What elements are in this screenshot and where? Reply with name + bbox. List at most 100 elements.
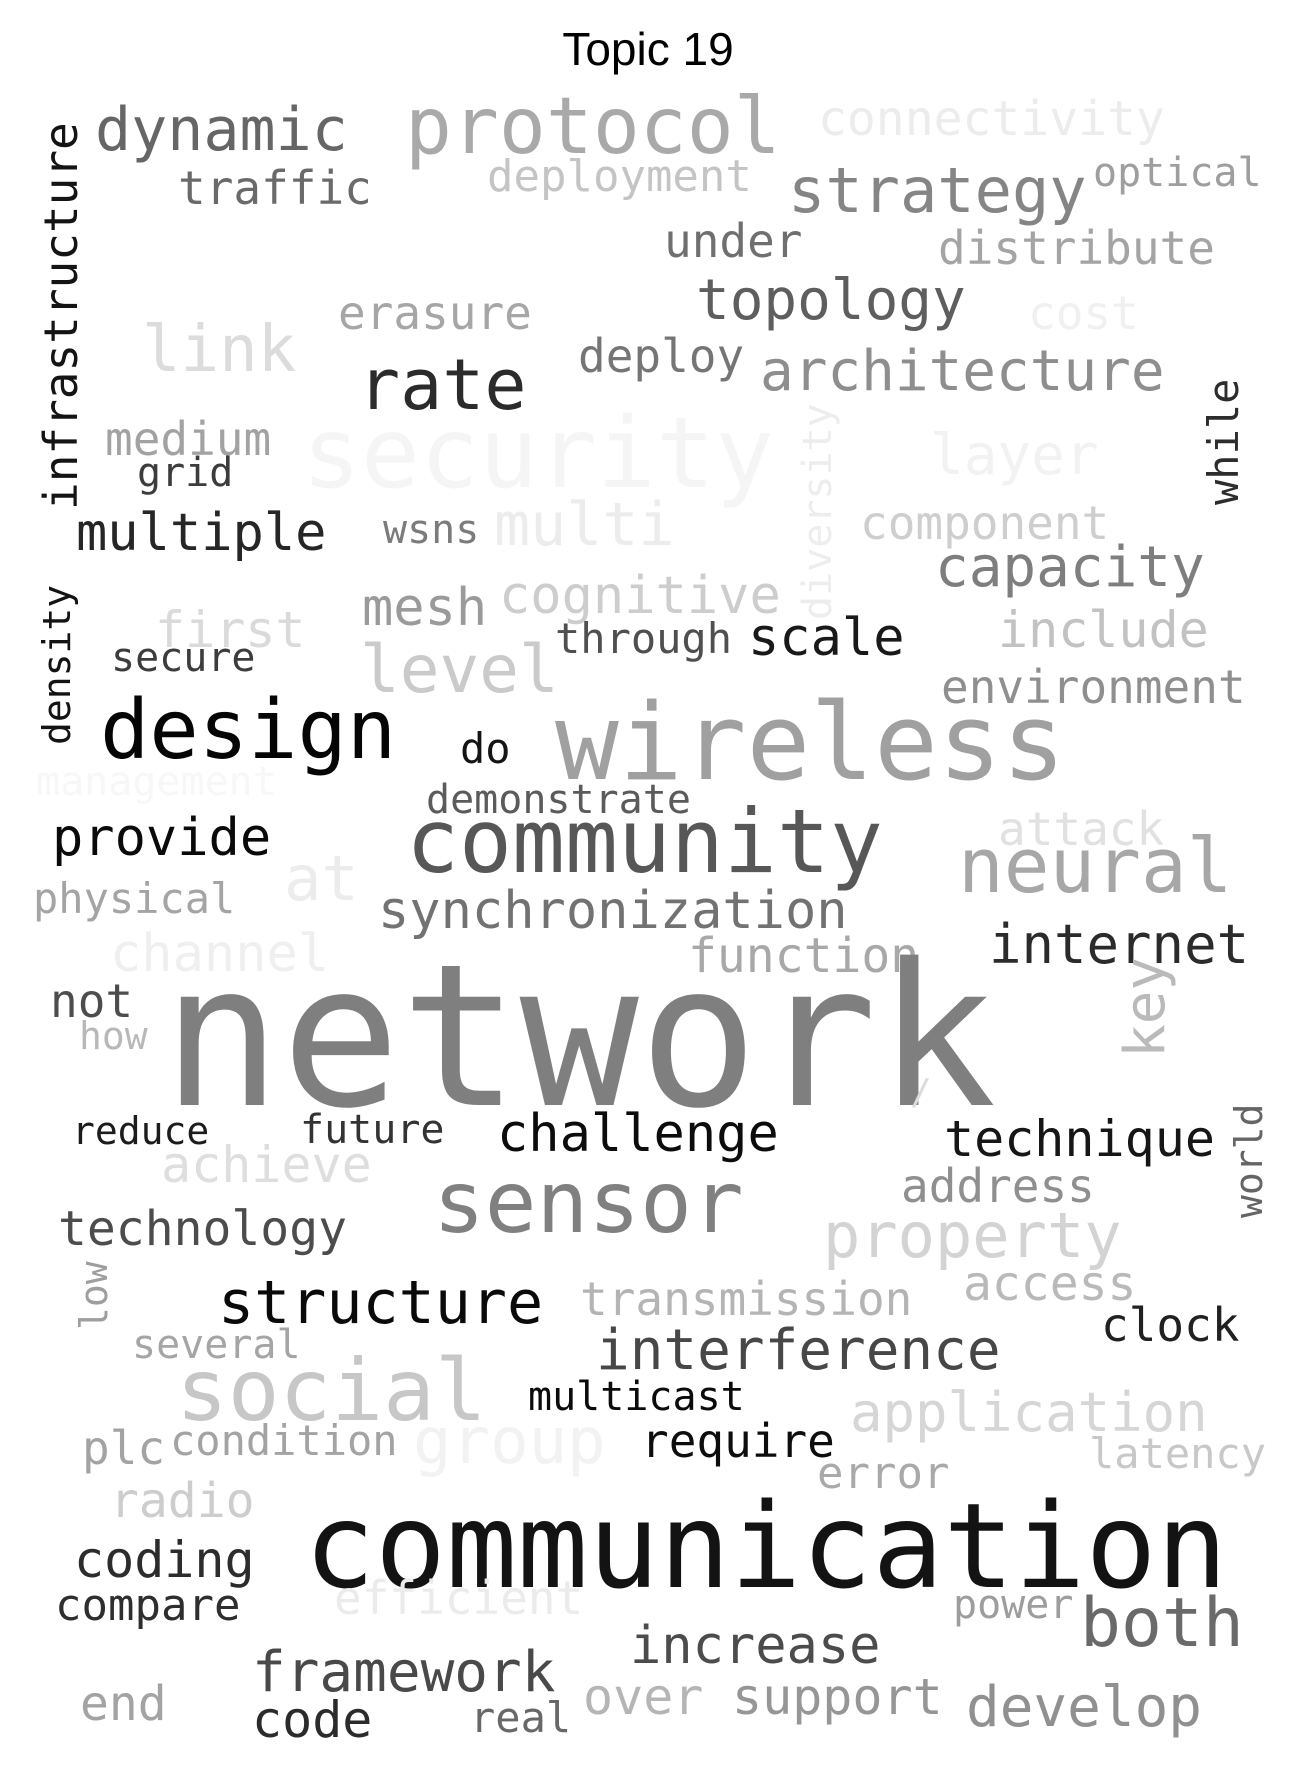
word-environment: environment bbox=[941, 660, 1246, 714]
word-security: security bbox=[302, 397, 775, 511]
word-transmission: transmission bbox=[580, 1272, 913, 1326]
word-framework: framework bbox=[252, 1640, 556, 1705]
word-interference: interference bbox=[596, 1318, 1001, 1383]
word-include: include bbox=[998, 601, 1209, 659]
word-provide: provide bbox=[52, 808, 272, 868]
word-demonstrate: demonstrate bbox=[426, 777, 691, 823]
word-channel: channel bbox=[110, 924, 330, 984]
word-function: function bbox=[688, 928, 920, 984]
word-address: address bbox=[901, 1159, 1095, 1213]
word-topology: topology bbox=[696, 268, 966, 333]
word-wsns: wsns bbox=[383, 507, 480, 553]
word-while: while bbox=[1199, 378, 1248, 505]
word-mesh: mesh bbox=[362, 578, 488, 638]
word-low: low bbox=[72, 1261, 116, 1330]
word-capacity: capacity bbox=[935, 535, 1205, 600]
word-property: property bbox=[823, 1199, 1122, 1272]
word-scale: scale bbox=[748, 608, 905, 668]
word-internet: internet bbox=[989, 913, 1250, 976]
word-rate: rate bbox=[358, 344, 527, 426]
word-traffic: traffic bbox=[178, 161, 372, 215]
word-real: real bbox=[470, 1693, 572, 1742]
word-distribute: distribute bbox=[938, 221, 1215, 275]
word-do: do bbox=[460, 724, 511, 773]
word-slash: / bbox=[910, 1072, 932, 1113]
word-at: at bbox=[284, 842, 359, 915]
word-deploy: deploy bbox=[578, 329, 745, 383]
word-radio: radio bbox=[110, 1473, 255, 1529]
word-power: power bbox=[953, 1582, 1074, 1628]
word-structure: structure bbox=[218, 1268, 544, 1338]
word-strategy: strategy bbox=[788, 154, 1087, 227]
word-protocol: protocol bbox=[405, 82, 781, 172]
word-level: level bbox=[360, 631, 559, 708]
word-under: under bbox=[664, 214, 803, 268]
word-end: end bbox=[80, 1676, 167, 1732]
word-erasure: erasure bbox=[338, 286, 532, 340]
word-synchronization: synchronization bbox=[378, 881, 848, 941]
word-require: require bbox=[641, 1414, 835, 1468]
word-condition: condition bbox=[170, 1416, 398, 1465]
word-multicast: multicast bbox=[528, 1374, 745, 1420]
word-through: through bbox=[555, 614, 733, 663]
word-layer: layer bbox=[930, 423, 1099, 488]
word-density: density bbox=[35, 584, 79, 745]
word-physical: physical bbox=[33, 874, 236, 923]
word-compare: compare bbox=[55, 1580, 241, 1631]
word-how: how bbox=[79, 1014, 148, 1058]
word-error: error bbox=[817, 1448, 950, 1499]
word-connectivity: connectivity bbox=[818, 91, 1165, 147]
chart-title: Topic 19 bbox=[562, 23, 734, 75]
word-communication: communication bbox=[304, 1477, 1228, 1615]
word-technology: technology bbox=[58, 1201, 347, 1257]
word-access: access bbox=[963, 1256, 1137, 1312]
word-develop: develop bbox=[966, 1675, 1203, 1740]
word-both: both bbox=[1080, 1584, 1244, 1663]
word-sensor: sensor bbox=[433, 1153, 744, 1253]
word-deployment: deployment bbox=[487, 151, 752, 202]
word-group: group bbox=[413, 1405, 606, 1479]
word-plc: plc bbox=[82, 1421, 166, 1475]
word-secure: secure bbox=[111, 635, 256, 681]
word-management: management bbox=[36, 759, 277, 805]
word-neural: neural bbox=[958, 821, 1233, 910]
word-design: design bbox=[100, 683, 397, 778]
word-multiple: multiple bbox=[76, 503, 327, 563]
word-multi: multi bbox=[494, 490, 675, 560]
word-attack: attack bbox=[998, 802, 1165, 856]
word-challenge: challenge bbox=[497, 1104, 779, 1164]
word-increase: increase bbox=[630, 1616, 881, 1676]
word-not: not bbox=[50, 974, 134, 1028]
word-network: network bbox=[162, 921, 997, 1152]
word-grid: grid bbox=[137, 450, 234, 496]
word-cost: cost bbox=[1028, 286, 1139, 340]
word-application: application bbox=[850, 1381, 1208, 1444]
word-code: code bbox=[252, 1691, 373, 1749]
word-first: first bbox=[155, 601, 306, 659]
word-community: community bbox=[406, 790, 883, 893]
word-reduce: reduce bbox=[72, 1109, 210, 1153]
word-coding: coding bbox=[74, 1531, 255, 1589]
word-wireless: wireless bbox=[555, 681, 1066, 804]
word-technique: technique bbox=[944, 1110, 1215, 1168]
word-efficient: efficient bbox=[334, 1571, 584, 1625]
word-key: key bbox=[1113, 956, 1178, 1058]
word-over: over bbox=[583, 1668, 704, 1726]
word-infrastructure: infrastructure bbox=[34, 122, 88, 510]
word-dynamic: dynamic bbox=[95, 95, 348, 165]
word-latency: latency bbox=[1089, 1429, 1267, 1478]
word-several: several bbox=[132, 1322, 301, 1368]
word-social: social bbox=[176, 1341, 487, 1441]
word-achieve: achieve bbox=[161, 1136, 372, 1194]
word-medium: medium bbox=[105, 412, 272, 466]
word-future: future bbox=[300, 1107, 445, 1153]
word-cognitive: cognitive bbox=[499, 566, 781, 626]
word-optical: optical bbox=[1093, 150, 1262, 196]
word-support: support bbox=[732, 1668, 943, 1726]
word-diversity: diversity bbox=[795, 403, 841, 620]
word-architecture: architecture bbox=[760, 339, 1165, 404]
word-component: component bbox=[860, 496, 1110, 550]
word-link: link bbox=[142, 313, 297, 387]
word-world: world bbox=[1227, 1103, 1271, 1218]
